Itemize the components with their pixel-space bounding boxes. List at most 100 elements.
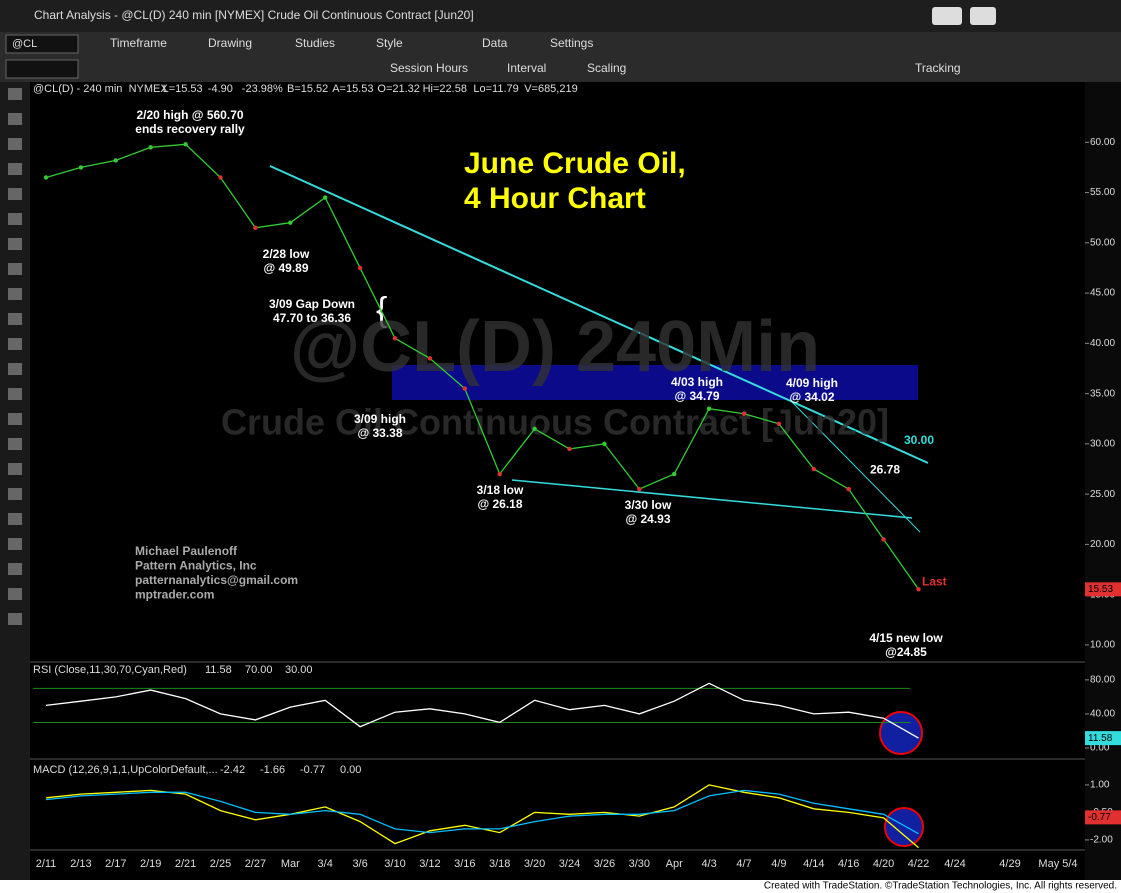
menu-item[interactable]: Data <box>482 36 508 50</box>
button[interactable] <box>932 7 962 25</box>
window-title: Chart Analysis - @CL(D) 240 min [NYMEX] … <box>34 8 474 22</box>
price-point <box>637 486 642 492</box>
menu-item[interactable]: Studies <box>295 36 335 50</box>
last-badge <box>1085 582 1121 597</box>
tool-icon[interactable] <box>8 463 22 475</box>
quote-field: B=15.52 <box>287 83 328 95</box>
tool-icon[interactable] <box>8 163 22 175</box>
readout: -0.77 <box>300 764 325 776</box>
annotation: 2/28 low <box>263 247 310 261</box>
annotation: @ 24.93 <box>625 512 670 526</box>
x-tick-label: 2/19 <box>140 858 161 870</box>
input-box[interactable] <box>5 59 79 79</box>
quote-field: Lo=11.79 <box>473 83 518 95</box>
symbol-box[interactable] <box>5 34 79 54</box>
readout: -1.66 <box>260 764 285 776</box>
quote-field: -4.90 <box>208 83 233 95</box>
y-tick-label: 35.00 <box>1090 388 1115 399</box>
annotation: 3/18 low <box>477 483 524 497</box>
quote-field: NYMEX <box>129 83 169 95</box>
price-point <box>846 486 851 492</box>
toolbars <box>0 32 1121 82</box>
x-tick-label: 3/26 <box>594 858 615 870</box>
price-point <box>43 175 49 180</box>
level-label: 30.00 <box>904 433 934 447</box>
symbol[interactable]: @CL <box>12 38 37 50</box>
tool-item[interactable]: Session Hours <box>390 61 468 75</box>
tool-icon[interactable] <box>8 413 22 425</box>
level-label: 26.78 <box>870 462 900 476</box>
x-tick-label: 2/11 <box>36 858 57 870</box>
x-tick-label: 2/21 <box>175 858 196 870</box>
x-tick-label: 3/18 <box>489 858 510 870</box>
price-point <box>567 446 572 452</box>
tool-column <box>0 82 30 880</box>
annotation: @ 49.89 <box>263 261 308 275</box>
menu-item[interactable]: Drawing <box>208 36 252 50</box>
price-point <box>497 471 502 477</box>
last-label: Last <box>922 575 947 589</box>
tool-icon[interactable] <box>8 388 22 400</box>
x-tick-label: 4/14 <box>803 858 824 870</box>
x-tick-label: 4/20 <box>873 858 894 870</box>
tool-icon[interactable] <box>8 263 22 275</box>
tool-icon[interactable] <box>8 113 22 125</box>
y-tick-label: 0.00 <box>1090 743 1110 754</box>
y-tick-label: 1.00 <box>1090 780 1110 791</box>
tool-icon[interactable] <box>8 363 22 375</box>
menu-item[interactable]: Style <box>376 36 403 50</box>
price-point <box>218 175 223 180</box>
y-tick-label: 25.00 <box>1090 489 1115 500</box>
x-tick-label: 3/4 <box>318 858 333 870</box>
tool-icon[interactable] <box>8 188 22 200</box>
menu-item[interactable]: Settings <box>550 36 593 50</box>
x-tick-label: May 5/4 <box>1038 858 1077 870</box>
readout: -2.42 <box>220 764 245 776</box>
brace: { <box>376 291 387 329</box>
chart-title: 4 Hour Chart <box>464 182 646 215</box>
trendline <box>269 165 929 464</box>
y-tick-label: 45.00 <box>1090 288 1115 299</box>
tool-icon[interactable] <box>8 313 22 325</box>
annotation: 3/30 low <box>625 498 672 512</box>
tool-icon[interactable] <box>8 238 22 250</box>
footer: Created with TradeStation. ©TradeStation… <box>764 881 1117 892</box>
price-point <box>253 225 258 230</box>
tool-icon[interactable] <box>8 338 22 350</box>
x-tick-label: Apr <box>666 858 683 870</box>
tool-icon[interactable] <box>8 138 22 150</box>
tool-item[interactable]: Tracking <box>915 61 961 75</box>
y-tick-label: -2.00 <box>1090 835 1113 846</box>
tool-icon[interactable] <box>8 538 22 550</box>
button[interactable] <box>970 7 996 25</box>
menu-item[interactable]: Timeframe <box>110 36 167 50</box>
price-point <box>183 142 188 147</box>
tool-item[interactable]: Scaling <box>587 61 626 75</box>
x-tick-label: 3/6 <box>352 858 367 870</box>
x-tick-label: 4/24 <box>944 858 965 870</box>
tool-icon[interactable] <box>8 438 22 450</box>
price-point <box>741 411 747 416</box>
tool-icon[interactable] <box>8 588 22 600</box>
quote-field: L=15.53 <box>163 83 203 95</box>
x-tick-label: 4/9 <box>771 858 786 870</box>
tool-icon[interactable] <box>8 213 22 225</box>
tool-icon[interactable] <box>8 88 22 100</box>
data-line <box>45 789 919 835</box>
x-tick-label: Mar <box>281 858 300 870</box>
tool-icon[interactable] <box>8 563 22 575</box>
resistance-zone <box>392 365 918 400</box>
quote-field: O=21.32 <box>377 83 420 95</box>
quote-field: V=685,219 <box>524 83 578 95</box>
x-tick-label: 4/22 <box>908 858 929 870</box>
tool-item[interactable]: Interval <box>507 61 546 75</box>
last-badge <box>1085 810 1121 825</box>
x-tick-label: 4/29 <box>999 858 1020 870</box>
quote-field: Hi=22.58 <box>423 83 467 95</box>
tool-icon[interactable] <box>8 288 22 300</box>
tool-icon[interactable] <box>8 488 22 500</box>
tool-icon[interactable] <box>8 613 22 625</box>
quote-field: @CL(D) - 240 min <box>33 83 122 95</box>
price-axis <box>1085 82 1121 880</box>
tool-icon[interactable] <box>8 513 22 525</box>
